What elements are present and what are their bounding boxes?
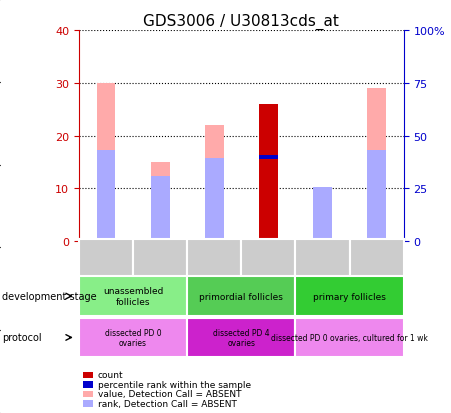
Bar — [313, 187, 332, 191]
Bar — [97, 83, 115, 242]
Text: unassembled
follicles: unassembled follicles — [103, 287, 163, 306]
Bar — [367, 89, 386, 242]
Text: value, Detection Call = ABSENT: value, Detection Call = ABSENT — [98, 389, 241, 399]
FancyBboxPatch shape — [83, 372, 93, 378]
Bar — [367, 152, 386, 242]
Text: primary follicles: primary follicles — [313, 292, 386, 301]
Bar — [313, 189, 332, 242]
FancyBboxPatch shape — [83, 381, 93, 388]
Bar — [259, 104, 278, 242]
Bar — [259, 157, 278, 242]
Text: dissected PD 4
ovaries: dissected PD 4 ovaries — [213, 328, 270, 347]
Text: primordial follicles: primordial follicles — [199, 292, 283, 301]
Text: count: count — [98, 370, 124, 380]
Bar — [97, 152, 115, 242]
Text: dissected PD 0
ovaries: dissected PD 0 ovaries — [105, 328, 161, 347]
Bar — [313, 194, 332, 242]
Bar — [367, 150, 386, 154]
Text: protocol: protocol — [2, 332, 42, 343]
Bar — [259, 156, 278, 159]
Bar — [151, 163, 170, 242]
Bar — [97, 150, 115, 154]
Text: development stage: development stage — [2, 291, 97, 301]
Bar — [205, 160, 224, 242]
Bar — [151, 177, 170, 180]
Text: percentile rank within the sample: percentile rank within the sample — [98, 380, 251, 389]
Bar — [151, 178, 170, 242]
Bar — [205, 126, 224, 242]
Title: GDS3006 / U30813cds_at: GDS3006 / U30813cds_at — [143, 14, 339, 30]
Text: dissected PD 0 ovaries, cultured for 1 wk: dissected PD 0 ovaries, cultured for 1 w… — [271, 333, 428, 342]
Bar — [205, 158, 224, 162]
FancyBboxPatch shape — [83, 400, 93, 407]
Bar — [259, 104, 278, 242]
Text: rank, Detection Call = ABSENT: rank, Detection Call = ABSENT — [98, 399, 237, 408]
FancyBboxPatch shape — [83, 391, 93, 397]
